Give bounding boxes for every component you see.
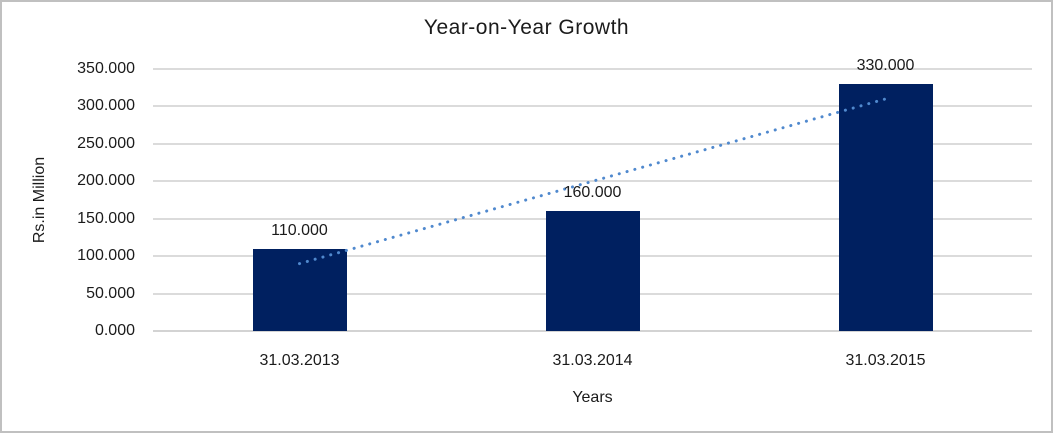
gridline [153,142,1032,145]
y-tick-label: 100.000 [77,247,135,265]
y-tick-label: 50.000 [86,284,135,302]
y-tick-label: 250.000 [77,134,135,152]
y-axis-title: Rs.in Million [31,156,48,244]
bar [545,211,640,331]
y-tick-label: 350.000 [77,60,135,77]
x-tick-label: 31.03.2015 [845,352,926,369]
plot-area: 110.000 160.000 330.000 [153,57,1032,332]
y-tick-label: 150.000 [77,209,135,227]
bar-value-label: 330.000 [856,56,915,74]
bar-value-label: 110.000 [271,221,328,239]
bar [838,83,933,331]
chart-title: Year-on-Year Growth [423,16,630,39]
y-tick-label: 0.000 [94,322,135,339]
y-tick-label: 200.000 [77,172,135,190]
x-tick-label: 31.03.2014 [552,352,633,369]
gridline [153,68,1032,70]
x-axis-line [153,330,1032,332]
x-tick-label: 31.03.2013 [259,352,340,369]
gridline [153,105,1032,108]
y-tick-label: 300.000 [77,97,135,115]
x-axis-title: Years [572,389,613,406]
bar-value-label: 160.000 [563,184,622,202]
gridline [153,180,1032,183]
